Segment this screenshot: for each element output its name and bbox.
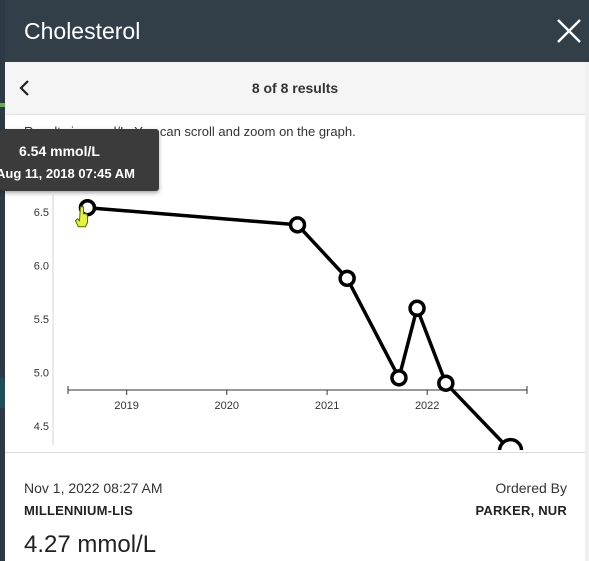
y-tick-label: 6.5 xyxy=(34,207,49,219)
section-divider xyxy=(5,452,585,453)
panel-header: Cholesterol xyxy=(5,0,589,62)
ordered-by-name: PARKER, NUR xyxy=(475,503,567,518)
x-tick-label: 2019 xyxy=(114,400,138,412)
series-line xyxy=(87,205,512,450)
back-button[interactable] xyxy=(13,76,37,100)
result-datetime: Nov 1, 2022 08:27 AM xyxy=(24,480,163,496)
data-point xyxy=(497,437,524,450)
result-detail: Nov 1, 2022 08:27 AM MILLENNIUM-LIS 4.27… xyxy=(5,453,585,561)
data-point xyxy=(437,374,455,392)
tooltip-value: 6.54 mmol/L xyxy=(19,143,100,159)
y-tick-label: 6.0 xyxy=(34,261,49,273)
background-page-strip xyxy=(0,0,5,561)
y-tick-label: 5.5 xyxy=(34,314,49,326)
scrollbar[interactable] xyxy=(585,62,589,561)
data-point xyxy=(338,269,356,288)
y-tick-label: 4.5 xyxy=(34,421,49,433)
result-value: 4.27 mmol/L xyxy=(24,531,157,558)
x-tick-label: 2022 xyxy=(415,400,439,412)
data-point xyxy=(408,299,426,318)
results-navigation: 8 of 8 results xyxy=(5,62,585,115)
close-icon xyxy=(557,19,581,43)
data-point xyxy=(390,369,408,387)
results-count: 8 of 8 results xyxy=(251,80,339,96)
data-point-tooltip: 6.54 mmol/L Aug 11, 2018 07:45 AM xyxy=(0,129,159,191)
close-button[interactable] xyxy=(555,17,585,47)
panel-title: Cholesterol xyxy=(24,18,141,44)
data-point xyxy=(288,216,307,234)
ordered-by-label: Ordered By xyxy=(495,480,567,496)
y-tick-label: 5.0 xyxy=(34,368,49,380)
x-tick-label: 2020 xyxy=(215,400,239,412)
background-accent xyxy=(0,378,5,408)
chevron-left-icon xyxy=(19,80,29,96)
x-tick-label: 2021 xyxy=(315,400,339,412)
tooltip-date: Aug 11, 2018 07:45 AM xyxy=(0,166,135,181)
result-source: MILLENNIUM-LIS xyxy=(24,503,133,518)
background-accent xyxy=(0,103,5,107)
hand-cursor-icon xyxy=(74,206,88,228)
